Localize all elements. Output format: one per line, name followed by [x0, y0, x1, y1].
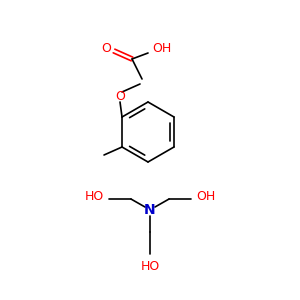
Text: HO: HO	[140, 260, 160, 273]
Text: OH: OH	[152, 43, 171, 56]
Text: O: O	[101, 43, 111, 56]
Text: N: N	[144, 203, 156, 217]
Text: HO: HO	[85, 190, 104, 203]
Text: OH: OH	[196, 190, 215, 203]
Text: O: O	[115, 91, 125, 103]
